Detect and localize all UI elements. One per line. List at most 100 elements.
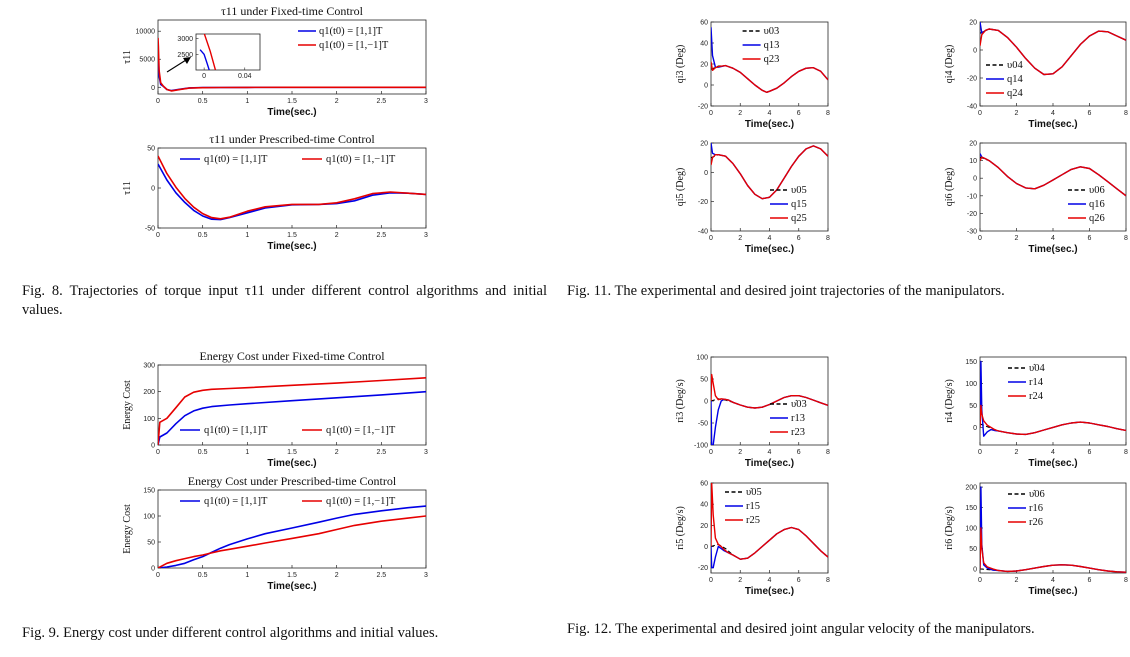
series-line-1 <box>980 28 1126 76</box>
chart-title: τ11 under Prescribed-time Control <box>209 132 375 146</box>
x-tick-label: 0 <box>978 449 982 456</box>
x-tick-label: 6 <box>1088 577 1092 584</box>
x-tick-label: 0 <box>978 235 982 242</box>
y-tick-label: 150 <box>965 505 977 512</box>
legend-entry: υ04 <box>1007 60 1023 71</box>
y-tick-label: 200 <box>965 485 977 492</box>
legend-entry: q1(t0) = [1,−1]T <box>326 496 396 507</box>
chart-title: Energy Cost under Fixed-time Control <box>199 349 385 363</box>
legend-entry: q15 <box>791 199 807 210</box>
axes-frame <box>710 142 829 232</box>
series-line-2 <box>711 526 828 569</box>
y-tick-label: 200 <box>143 389 155 396</box>
x-tick-label: 1 <box>245 98 249 105</box>
y-tick-label: 10000 <box>136 29 156 36</box>
x-axis-label: Time(sec.) <box>267 241 316 252</box>
y-tick-label: 20 <box>700 523 708 530</box>
x-tick-label: 0 <box>156 98 160 105</box>
series-line-1 <box>158 505 426 568</box>
legend-entry: q26 <box>1089 213 1105 224</box>
legend-entry: q1(t0) = [1,1]T <box>319 26 383 37</box>
y-axis-label: qi4 (Deg) <box>944 45 955 84</box>
x-tick-label: 2.5 <box>376 232 386 239</box>
x-tick-label: 6 <box>797 235 801 242</box>
x-tick-label: 2.5 <box>376 572 386 579</box>
x-tick-label: 2 <box>738 577 742 584</box>
x-axis-label: Time(sec.) <box>1028 458 1077 469</box>
series-line-2 <box>980 360 1126 437</box>
y-axis-label: qi3 (Deg) <box>675 45 686 84</box>
x-tick-label: 3 <box>424 449 428 456</box>
y-axis-label: τ11 <box>122 181 133 195</box>
x-axis-label: Time(sec.) <box>745 244 794 255</box>
y-tick-label: 50 <box>969 546 977 553</box>
y-tick-label: 60 <box>700 20 708 27</box>
legend-entry: r25 <box>746 515 760 526</box>
y-tick-label: 0 <box>704 170 708 177</box>
series-line-3 <box>711 483 828 560</box>
x-tick-label: 2 <box>738 449 742 456</box>
y-tick-label: 150 <box>143 488 155 495</box>
x-tick-label: 8 <box>826 577 830 584</box>
x-tick-label: 4 <box>1051 235 1055 242</box>
x-tick-label: 2 <box>1015 449 1019 456</box>
y-tick-label: 100 <box>143 514 155 521</box>
chart-title: τ11 under Fixed-time Control <box>221 4 364 18</box>
axes-frame <box>710 356 829 446</box>
x-tick-label: 2 <box>1015 235 1019 242</box>
y-tick-label: 0 <box>973 48 977 55</box>
legend-entry: q1(t0) = [1,−1]T <box>326 154 396 165</box>
legend-entry: r23 <box>791 427 805 438</box>
y-tick-label: 100 <box>143 416 155 423</box>
series-line-2 <box>158 37 426 92</box>
inset-x-tick-label: 0 <box>202 73 206 80</box>
x-tick-label: 8 <box>1124 449 1128 456</box>
x-tick-label: 0 <box>978 577 982 584</box>
x-axis-label: Time(sec.) <box>745 119 794 130</box>
y-tick-label: -100 <box>694 443 708 450</box>
x-tick-label: 1 <box>245 449 249 456</box>
legend-entry: q24 <box>1007 88 1024 99</box>
x-axis-label: Time(sec.) <box>745 586 794 597</box>
x-tick-label: 4 <box>1051 110 1055 117</box>
caption-fig12: Fig. 12. The experimental and desired jo… <box>567 621 1035 637</box>
y-tick-label: 100 <box>696 355 708 362</box>
chart-energy-fixed: 0 0.5 1 1.5 2 2.5 3 0 100 200 300 Energy Cost under… <box>122 349 428 469</box>
y-tick-label: 50 <box>147 146 155 153</box>
legend-entry: r26 <box>1029 517 1043 528</box>
series-line-3 <box>711 373 828 409</box>
chart-energy-prescribed: 0 0.5 1 1.5 2 2.5 3 0 50 100 150 Energy Cost under … <box>122 474 428 592</box>
x-tick-label: 0 <box>709 449 713 456</box>
x-tick-label: 2 <box>1015 577 1019 584</box>
y-tick-label: 60 <box>700 481 708 488</box>
legend-entry: q1(t0) = [1,1]T <box>204 496 268 507</box>
y-tick-label: 20 <box>700 141 708 148</box>
legend-entry: q25 <box>791 213 807 224</box>
legend-entry: q23 <box>764 54 780 65</box>
y-tick-label: -20 <box>967 211 977 218</box>
x-axis-label: Time(sec.) <box>1028 586 1077 597</box>
chart-q-15: 0 2 4 6 8 -40 -20 0 20 Time(sec.) qi5 (Deg) υ05 q15 q… <box>675 141 830 256</box>
x-axis-label: Time(sec.) <box>267 581 316 592</box>
y-tick-label: -20 <box>698 104 708 111</box>
series-line-1 <box>711 65 828 93</box>
series-line-3 <box>711 61 828 94</box>
y-axis-label: ri4 (Deg/s) <box>944 379 955 423</box>
x-tick-label: 2 <box>738 235 742 242</box>
series-line-1 <box>158 163 426 221</box>
legend-entry: υ05 <box>791 185 807 196</box>
legend-entry: r14 <box>1029 377 1044 388</box>
caption-fig11: Fig. 11. The experimental and desired jo… <box>567 283 1005 299</box>
legend-entry: q1(t0) = [1,−1]T <box>326 425 396 436</box>
x-tick-label: 1.5 <box>287 572 297 579</box>
x-tick-label: 6 <box>1088 449 1092 456</box>
y-tick-label: 0 <box>704 544 708 551</box>
series-line-2 <box>711 143 828 200</box>
x-tick-label: 2 <box>738 110 742 117</box>
inset-plot: 0 0.04 2500 3000 <box>177 33 261 80</box>
y-tick-label: -10 <box>967 193 977 200</box>
x-tick-label: 2 <box>335 232 339 239</box>
chart-title: Energy Cost under Prescribed-time Contro… <box>188 474 397 488</box>
x-tick-label: 1.5 <box>287 449 297 456</box>
